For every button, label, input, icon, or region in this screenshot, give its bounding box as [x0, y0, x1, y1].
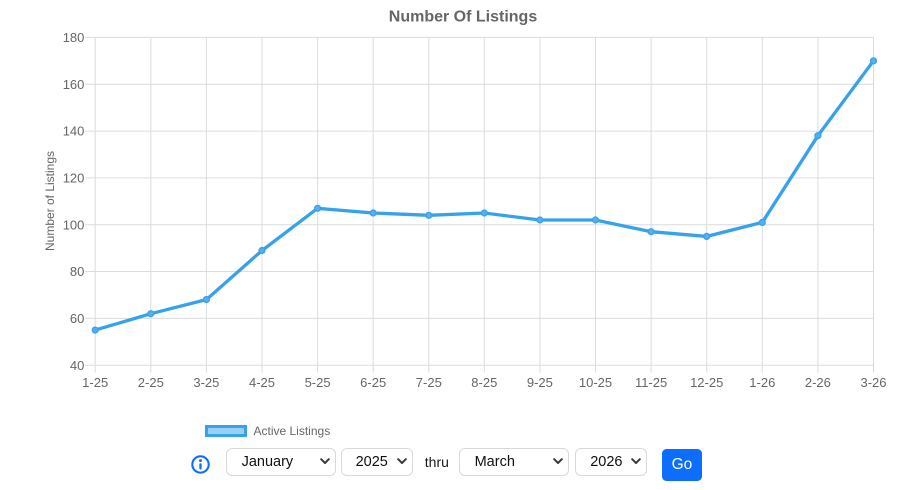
svg-text:180: 180	[63, 30, 85, 45]
svg-text:2-26: 2-26	[805, 375, 831, 390]
svg-text:160: 160	[63, 77, 85, 92]
svg-text:12-25: 12-25	[690, 375, 723, 390]
svg-text:Number of Listings: Number of Listings	[43, 151, 57, 251]
svg-text:8-25: 8-25	[471, 375, 497, 390]
svg-text:7-25: 7-25	[416, 375, 442, 390]
svg-text:3-25: 3-25	[193, 375, 219, 390]
svg-text:100: 100	[63, 217, 85, 232]
svg-text:120: 120	[63, 171, 85, 186]
svg-text:80: 80	[70, 264, 84, 279]
svg-text:3-26: 3-26	[860, 375, 886, 390]
svg-text:140: 140	[63, 124, 85, 139]
svg-text:9-25: 9-25	[527, 375, 553, 390]
svg-text:40: 40	[70, 358, 84, 373]
svg-text:Number Of Listings: Number Of Listings	[389, 9, 538, 26]
svg-text:1-26: 1-26	[749, 375, 775, 390]
svg-text:11-25: 11-25	[635, 375, 667, 390]
svg-text:2-25: 2-25	[138, 375, 164, 390]
svg-text:6-25: 6-25	[360, 375, 386, 390]
svg-text:10-25: 10-25	[579, 375, 612, 390]
svg-text:5-25: 5-25	[305, 375, 331, 390]
svg-text:4-25: 4-25	[249, 375, 275, 390]
svg-text:60: 60	[70, 311, 84, 326]
svg-text:1-25: 1-25	[82, 375, 108, 390]
